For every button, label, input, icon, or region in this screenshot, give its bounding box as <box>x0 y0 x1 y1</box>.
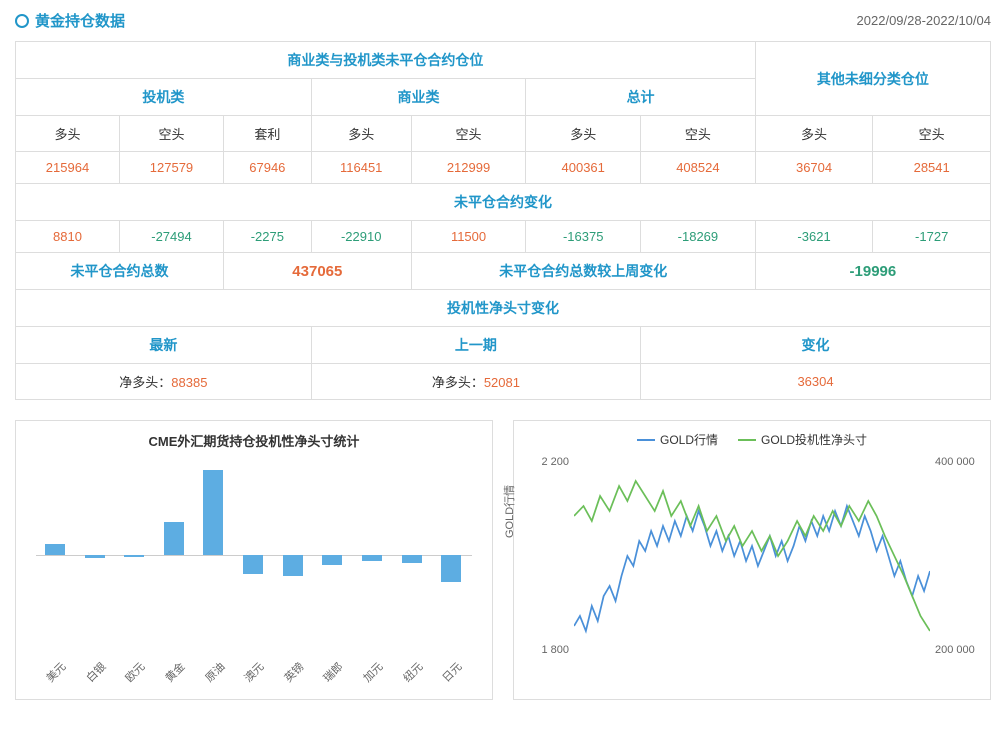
spec-header: 投机类 <box>16 79 312 116</box>
table-cell: 36704 <box>755 152 873 184</box>
bar <box>243 555 263 574</box>
bar-chart-box: CME外汇期货持仓投机性净头寸统计 美元白银欧元黄金原油澳元英镑瑞郎加元纽元日元 <box>15 420 493 700</box>
table-cell: 127579 <box>119 152 223 184</box>
title-wrap: 黄金持仓数据 <box>15 10 125 31</box>
bar <box>322 555 342 565</box>
line-svg <box>574 456 930 656</box>
change-header: 未平仓合约变化 <box>16 184 991 221</box>
y-axis-label: GOLD行情 <box>501 485 517 538</box>
main-header: 商业类与投机类未平仓合约仓位 <box>16 42 756 79</box>
sum-value: 437065 <box>223 253 411 290</box>
table-cell: 28541 <box>873 152 991 184</box>
net-change: 36304 <box>641 364 991 400</box>
bar <box>85 555 105 558</box>
other-header: 其他未细分类仓位 <box>755 42 990 116</box>
page-header: 黄金持仓数据 2022/09/28-2022/10/04 <box>15 10 991 31</box>
bar-label: 瑞郎 <box>314 652 353 691</box>
bar <box>203 470 223 556</box>
col-short: 空头 <box>873 116 991 152</box>
bar-label: 美元 <box>36 652 75 691</box>
legend-line-icon <box>738 439 756 441</box>
table-cell: -1727 <box>873 221 991 253</box>
table-cell: -27494 <box>119 221 223 253</box>
table-cell: -3621 <box>755 221 873 253</box>
y-axis-left: 2 200 1 800 <box>529 456 569 656</box>
table-cell: 11500 <box>411 221 526 253</box>
bar-chart: 美元白银欧元黄金原油澳元英镑瑞郎加元纽元日元 <box>36 460 472 650</box>
col-long: 多头 <box>311 116 411 152</box>
net-latest-h: 最新 <box>16 327 312 364</box>
col-short: 空头 <box>119 116 223 152</box>
col-arb: 套利 <box>223 116 311 152</box>
page-title: 黄金持仓数据 <box>35 10 125 31</box>
table-cell: -2275 <box>223 221 311 253</box>
table-cell: -18269 <box>641 221 756 253</box>
table-cell: 212999 <box>411 152 526 184</box>
bar-labels: 美元白银欧元黄金原油澳元英镑瑞郎加元纽元日元 <box>36 664 472 680</box>
line-chart-box: GOLD行情 GOLD投机性净头寸 GOLD行情 2 200 1 800 400… <box>513 420 991 700</box>
line-chart: 2 200 1 800 400 000 200 000 <box>574 456 930 656</box>
bullet-icon <box>15 14 29 28</box>
line-legend: GOLD行情 GOLD投机性净头寸 <box>524 431 980 448</box>
net-prev-h: 上一期 <box>311 327 640 364</box>
position-row: 2159641275796794611645121299940036140852… <box>16 152 991 184</box>
comm-header: 商业类 <box>311 79 526 116</box>
legend-price[interactable]: GOLD行情 <box>637 431 718 448</box>
table-cell: 67946 <box>223 152 311 184</box>
table-cell: 400361 <box>526 152 641 184</box>
charts-row: CME外汇期货持仓投机性净头寸统计 美元白银欧元黄金原油澳元英镑瑞郎加元纽元日元… <box>15 420 991 700</box>
change-row: 8810-27494-2275-2291011500-16375-18269-3… <box>16 221 991 253</box>
col-long: 多头 <box>755 116 873 152</box>
bar <box>402 555 422 563</box>
bar <box>124 555 144 557</box>
y-axis-right: 400 000 200 000 <box>935 456 980 656</box>
bar-label: 澳元 <box>234 652 273 691</box>
position-table: 商业类与投机类未平仓合约仓位 其他未细分类仓位 投机类 商业类 总计 多头 空头… <box>15 41 991 400</box>
bar-label: 原油 <box>195 652 234 691</box>
bar-label: 黄金 <box>155 652 194 691</box>
bar-label: 日元 <box>433 652 472 691</box>
bar <box>45 544 65 555</box>
table-cell: -22910 <box>311 221 411 253</box>
sum-change-label: 未平仓合约总数较上周变化 <box>411 253 755 290</box>
table-cell: 215964 <box>16 152 120 184</box>
legend-line-icon <box>637 439 655 441</box>
col-long: 多头 <box>16 116 120 152</box>
bar-label: 加元 <box>353 652 392 691</box>
date-range: 2022/09/28-2022/10/04 <box>857 13 991 28</box>
sum-label: 未平仓合约总数 <box>16 253 224 290</box>
bar <box>362 555 382 561</box>
table-cell: -16375 <box>526 221 641 253</box>
col-short: 空头 <box>411 116 526 152</box>
table-cell: 116451 <box>311 152 411 184</box>
col-short: 空头 <box>641 116 756 152</box>
legend-net[interactable]: GOLD投机性净头寸 <box>738 431 867 448</box>
table-cell: 408524 <box>641 152 756 184</box>
bar <box>164 522 184 555</box>
net-change-h: 变化 <box>641 327 991 364</box>
spec-net-header: 投机性净头寸变化 <box>16 290 991 327</box>
bar-chart-title: CME外汇期货持仓投机性净头寸统计 <box>26 431 482 450</box>
price-line <box>574 506 930 631</box>
bar-label: 纽元 <box>393 652 432 691</box>
net-latest: 净多头：88385 <box>16 364 312 400</box>
bar-label: 英镑 <box>274 652 313 691</box>
net-prev: 净多头：52081 <box>311 364 640 400</box>
bar <box>441 555 461 582</box>
col-long: 多头 <box>526 116 641 152</box>
bar-label: 白银 <box>76 652 115 691</box>
total-header: 总计 <box>526 79 755 116</box>
bar <box>283 555 303 576</box>
sum-change-value: -19996 <box>755 253 990 290</box>
bar-label: 欧元 <box>115 652 154 691</box>
table-cell: 8810 <box>16 221 120 253</box>
